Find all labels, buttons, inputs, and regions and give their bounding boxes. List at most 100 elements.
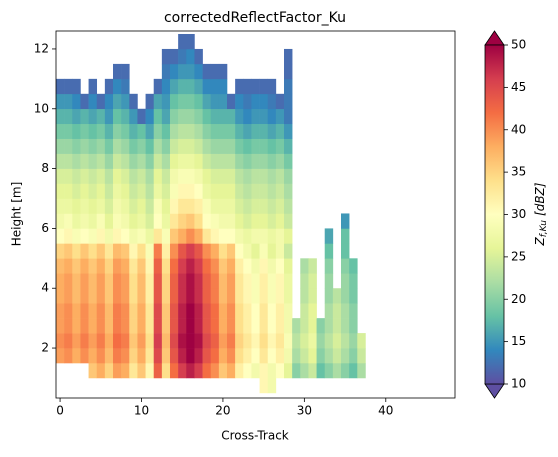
cell [292, 348, 301, 364]
cell [275, 138, 285, 154]
cell [56, 183, 65, 199]
cell [284, 213, 293, 229]
cell [129, 108, 138, 125]
cell [284, 183, 293, 199]
cell [235, 333, 244, 349]
cell [153, 198, 163, 214]
cell [153, 183, 163, 199]
cell [235, 213, 244, 229]
cell [308, 273, 317, 289]
cell [194, 78, 203, 95]
cell [170, 243, 179, 259]
y-tick-label: 10 [34, 101, 49, 115]
cell [186, 273, 195, 289]
cell [349, 363, 358, 379]
cell [113, 63, 122, 80]
cell [210, 198, 220, 214]
cell [267, 213, 277, 229]
cell [129, 198, 138, 214]
cell [259, 168, 269, 184]
cell [251, 303, 260, 319]
cell [324, 363, 334, 379]
cell [267, 228, 277, 244]
cell [357, 348, 366, 364]
cell [178, 153, 187, 169]
cell [64, 108, 73, 125]
cell [267, 258, 277, 274]
y-tick-label: 8 [41, 161, 49, 175]
cell [243, 168, 252, 184]
x-tick-label: 10 [134, 404, 149, 418]
cell [275, 258, 285, 274]
cell [259, 123, 269, 139]
cell [235, 183, 244, 199]
cell [104, 258, 114, 274]
cell [259, 288, 269, 304]
cell [72, 258, 81, 274]
cell [88, 198, 98, 214]
cell [227, 93, 236, 110]
cell [161, 213, 171, 229]
cell [170, 228, 179, 244]
cell [243, 108, 252, 125]
cell [186, 348, 195, 364]
cell [153, 318, 163, 334]
cell [121, 108, 130, 125]
cell [194, 213, 203, 229]
cell [218, 303, 228, 319]
cell [178, 243, 187, 259]
cell [72, 183, 81, 199]
cell [308, 318, 317, 334]
cell [194, 168, 203, 184]
cell [332, 363, 342, 379]
cell [88, 228, 98, 244]
cell [300, 303, 309, 319]
cell [235, 93, 244, 110]
cell [88, 363, 98, 379]
colorbar-tick-label: 35 [511, 165, 526, 179]
cell [72, 138, 81, 154]
cell [218, 348, 228, 364]
cell [88, 333, 98, 349]
cell [218, 78, 228, 95]
cell [64, 153, 73, 169]
cell [235, 348, 244, 364]
cell [161, 168, 171, 184]
cell [145, 153, 155, 169]
cell [113, 183, 122, 199]
cell [161, 153, 171, 169]
cell [178, 123, 187, 139]
colorbar-tick-label: 25 [511, 249, 526, 263]
cell [80, 198, 89, 214]
cell [275, 348, 285, 364]
cell [210, 288, 220, 304]
cell [64, 288, 73, 304]
cell [72, 213, 81, 229]
cell [178, 318, 187, 334]
cell [243, 258, 252, 274]
cell [275, 168, 285, 184]
cell [284, 228, 293, 244]
cell [194, 153, 203, 169]
cell [121, 93, 130, 110]
cell [284, 198, 293, 214]
cell [275, 303, 285, 319]
cell [284, 348, 293, 364]
cell [235, 228, 244, 244]
cell [170, 108, 179, 125]
cell [341, 303, 350, 319]
cell [292, 333, 301, 349]
cell [186, 63, 195, 80]
cell [129, 363, 138, 379]
cell [292, 318, 301, 334]
cell [251, 93, 260, 110]
cell [145, 198, 155, 214]
cell [259, 377, 269, 394]
cell [275, 363, 285, 379]
cell [56, 93, 65, 110]
cell [267, 198, 277, 214]
cell [251, 78, 260, 95]
cell [218, 198, 228, 214]
cell [194, 363, 203, 379]
cell [72, 78, 81, 95]
